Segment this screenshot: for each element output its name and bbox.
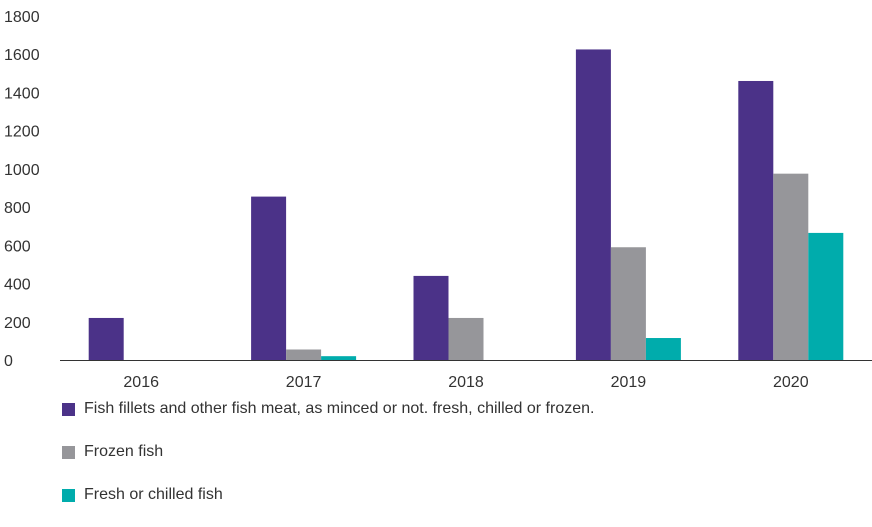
x-tick-label: 2019 — [611, 374, 647, 391]
y-axis-ticks: 0 200 400 600 800 1000 1200 1400 1600 1800 — [4, 9, 40, 370]
legend-label: Fresh or chilled fish — [84, 486, 223, 503]
legend-swatch — [62, 402, 75, 416]
legend-label: Frozen fish — [84, 443, 164, 460]
bar — [645, 338, 681, 360]
legend: Fish fillets and other fish meat, as min… — [62, 398, 594, 527]
y-tick-label: 1800 — [4, 9, 40, 26]
legend-item: Frozen fish — [62, 441, 594, 463]
x-tick-label: 2017 — [286, 374, 322, 391]
legend-item: Fish fillets and other fish meat, as min… — [62, 398, 594, 420]
y-tick-label: 200 — [4, 315, 31, 332]
legend-label: Fish fillets and other fish meat, as min… — [84, 400, 595, 417]
bars — [88, 49, 844, 360]
legend-swatch — [62, 488, 75, 502]
bar — [610, 247, 646, 360]
bar — [413, 275, 449, 360]
x-tick-label: 2016 — [123, 374, 159, 391]
y-tick-label: 400 — [4, 277, 31, 294]
y-tick-label: 600 — [4, 238, 31, 255]
y-tick-label: 0 — [4, 353, 13, 370]
bar — [448, 317, 484, 360]
bar — [251, 196, 287, 360]
y-tick-label: 800 — [4, 200, 31, 217]
y-tick-label: 1200 — [4, 124, 40, 141]
legend-item: Fresh or chilled fish — [62, 484, 594, 506]
bar — [286, 349, 322, 360]
bar — [88, 317, 124, 360]
y-tick-label: 1600 — [4, 47, 40, 64]
bar — [738, 80, 774, 360]
legend-swatch — [62, 445, 75, 459]
y-tick-label: 1400 — [4, 85, 40, 102]
bar — [808, 232, 844, 360]
bar — [773, 173, 809, 360]
x-axis-ticks: 2016 2017 2018 2019 2020 — [123, 374, 808, 391]
bar — [575, 49, 611, 360]
bar — [321, 356, 357, 360]
y-tick-label: 1000 — [4, 162, 40, 179]
x-tick-label: 2020 — [773, 374, 809, 391]
x-tick-label: 2018 — [448, 374, 484, 391]
